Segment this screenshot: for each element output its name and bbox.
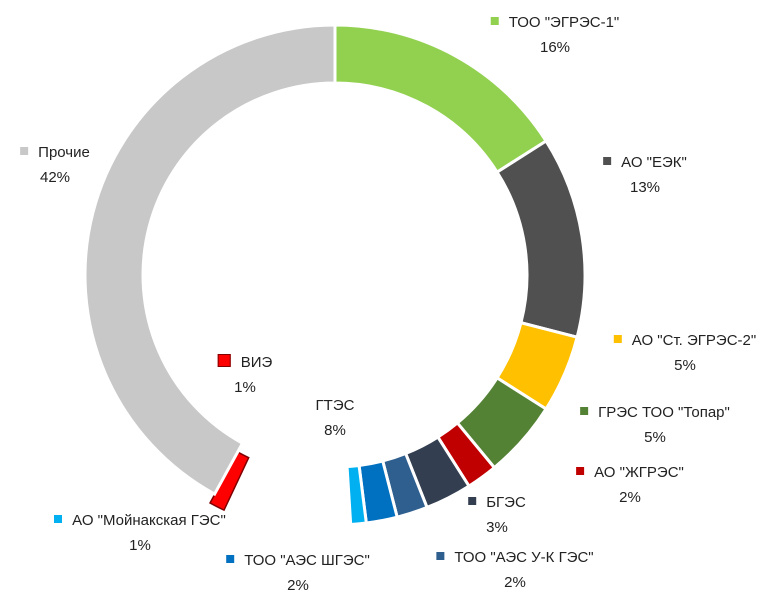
- label-name: Прочие: [20, 140, 90, 165]
- legend-marker: [613, 335, 622, 343]
- category-name: АО "Мойнакская ГЭС": [72, 512, 226, 529]
- label-name: БГЭС: [468, 490, 526, 515]
- legend-marker: [468, 497, 477, 505]
- category-name: АО "ЖГРЭС": [594, 464, 684, 481]
- value-label: 42%: [39, 169, 71, 186]
- slice-label: АО "Мойнакская ГЭС" 1%: [50, 508, 230, 558]
- slice: [345, 463, 369, 527]
- category-name: ТОО "ЭГРЭС-1": [508, 14, 620, 31]
- value-label: 16%: [539, 39, 571, 56]
- value-label: 13%: [629, 179, 661, 196]
- category-name: БГЭС: [486, 494, 526, 511]
- slice-label: ТОО "ЭГРЭС-1" 16%: [490, 10, 620, 60]
- value-label: 2%: [287, 577, 309, 594]
- legend-marker: [20, 147, 29, 155]
- slice-label: БГЭС 3%: [468, 490, 526, 540]
- category-name: ТОО "АЭС У-К ГЭС": [454, 549, 594, 566]
- category-name: ГРЭС ТОО "Топар": [598, 404, 730, 421]
- category-name: АО "Ст. ЭГРЭС-2": [631, 332, 757, 349]
- value-label: 1%: [234, 379, 256, 396]
- category-name: ТОО "АЭС ШГЭС": [244, 552, 370, 569]
- category-name: ВИЭ: [240, 354, 273, 371]
- legend-marker: [436, 552, 445, 560]
- slice-label: ГТЭС 8%: [316, 393, 355, 443]
- slice-label: ВИЭ 1%: [217, 350, 273, 400]
- value-label: 5%: [674, 357, 696, 374]
- legend-marker: [603, 157, 612, 165]
- slice-label: ТОО "АЭС ШГЭС" 2%: [226, 548, 370, 594]
- legend-marker: [217, 354, 231, 367]
- slice-label: АО "ЕЭК" 13%: [603, 150, 687, 200]
- label-name: ВИЭ: [217, 350, 273, 375]
- category-name: Прочие: [38, 144, 90, 161]
- label-name: ТОО "ЭГРЭС-1": [490, 10, 620, 35]
- label-name: ГРЭС ТОО "Топар": [580, 400, 730, 425]
- label-name: ТОО "АЭС ШГЭС": [226, 548, 370, 573]
- slice: [83, 23, 337, 497]
- label-name: АО "Ст. ЭГРЭС-2": [613, 328, 757, 353]
- value-label: 8%: [324, 422, 346, 439]
- category-name: АО "ЕЭК": [621, 154, 687, 171]
- value-label: 3%: [486, 519, 508, 536]
- legend-marker: [490, 17, 499, 25]
- label-name: ТОО "АЭС У-К ГЭС": [436, 545, 594, 570]
- value-label: 1%: [129, 537, 151, 554]
- legend-marker: [226, 555, 235, 563]
- label-name: АО "Мойнакская ГЭС": [50, 508, 230, 533]
- value-label: 2%: [504, 574, 526, 591]
- value-label: 2%: [619, 489, 641, 506]
- slice: [495, 138, 587, 339]
- slice-label: ГРЭС ТОО "Топар" 5%: [580, 400, 730, 450]
- slice-label: ТОО "АЭС У-К ГЭС" 2%: [436, 545, 594, 594]
- label-name: АО "ЖГРЭС": [576, 460, 684, 485]
- legend-marker: [576, 467, 585, 475]
- value-label: 5%: [644, 429, 666, 446]
- slice-label: АО "ЖГРЭС" 2%: [576, 460, 684, 510]
- legend-marker: [580, 407, 589, 415]
- legend-marker: [54, 515, 63, 523]
- category-name: ГТЭС: [315, 397, 355, 414]
- slice-label: Прочие 42%: [20, 140, 90, 190]
- label-name: АО "ЕЭК": [603, 150, 687, 175]
- slice-label: АО "Ст. ЭГРЭС-2" 5%: [613, 328, 757, 378]
- label-name: ГТЭС: [316, 393, 355, 418]
